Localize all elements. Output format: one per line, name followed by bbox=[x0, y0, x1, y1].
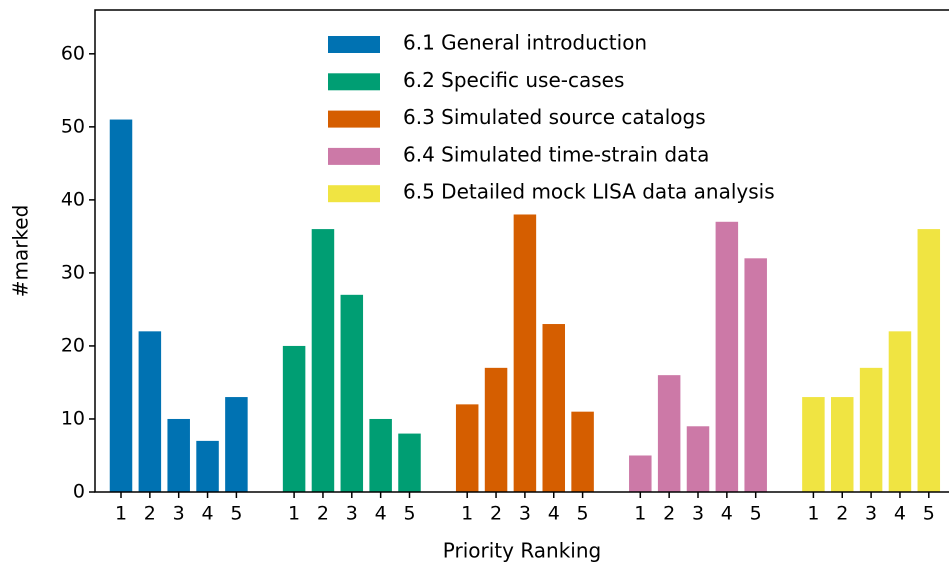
legend-swatch bbox=[328, 73, 380, 91]
y-tick-label: 20 bbox=[61, 334, 85, 356]
legend-label: 6.1 General introduction bbox=[403, 31, 647, 55]
x-tick-label: 1 bbox=[634, 503, 646, 525]
x-tick-label: 4 bbox=[721, 503, 733, 525]
bar bbox=[196, 440, 219, 492]
x-tick-label: 4 bbox=[375, 503, 387, 525]
y-tick-label: 30 bbox=[61, 261, 85, 283]
y-tick-label: 10 bbox=[61, 407, 85, 429]
bar bbox=[225, 397, 248, 492]
x-tick-label: 5 bbox=[403, 503, 415, 525]
legend-swatch bbox=[328, 36, 380, 53]
x-tick-label: 2 bbox=[663, 503, 675, 525]
bar bbox=[369, 418, 392, 492]
x-tick-label: 5 bbox=[230, 503, 242, 525]
x-tick-label: 1 bbox=[115, 503, 127, 525]
x-tick-label: 4 bbox=[548, 503, 560, 525]
bar bbox=[830, 397, 854, 492]
y-tick-label: 40 bbox=[61, 188, 85, 210]
bar bbox=[513, 214, 537, 492]
axes-frame bbox=[94, 9, 949, 493]
bar bbox=[138, 331, 162, 492]
bar bbox=[888, 331, 912, 492]
bar bbox=[917, 229, 941, 492]
x-tick-label: 5 bbox=[750, 503, 762, 525]
legend-label: 6.3 Simulated source catalogs bbox=[403, 105, 706, 129]
bar bbox=[571, 411, 594, 492]
x-tick-label: 2 bbox=[144, 503, 156, 525]
bar bbox=[629, 455, 652, 492]
bar bbox=[282, 345, 306, 492]
x-tick-label: 2 bbox=[317, 503, 329, 525]
bar bbox=[455, 404, 479, 492]
x-tick-label: 3 bbox=[692, 503, 704, 525]
x-tick-label: 3 bbox=[346, 503, 358, 525]
bar bbox=[802, 397, 825, 492]
x-tick-label: 3 bbox=[519, 503, 531, 525]
x-tick-label: 5 bbox=[577, 503, 589, 525]
x-tick-label: 1 bbox=[807, 503, 819, 525]
x-tick-label: 1 bbox=[461, 503, 473, 525]
bar bbox=[340, 294, 364, 492]
y-tick-label: 0 bbox=[73, 481, 85, 503]
x-tick-label: 2 bbox=[490, 503, 502, 525]
bar bbox=[311, 229, 335, 492]
x-tick-label: 4 bbox=[894, 503, 906, 525]
legend-swatch bbox=[328, 110, 380, 128]
x-tick-label: 1 bbox=[288, 503, 300, 525]
y-tick-label: 50 bbox=[61, 115, 85, 137]
legend-swatch bbox=[328, 147, 380, 165]
bar bbox=[744, 258, 767, 492]
legend-label: 6.4 Simulated time-strain data bbox=[403, 142, 709, 166]
y-axis-label: #marked bbox=[9, 205, 33, 298]
y-tick-label: 60 bbox=[61, 42, 85, 64]
x-tick-label: 5 bbox=[923, 503, 935, 525]
x-tick-label: 3 bbox=[865, 503, 877, 525]
x-axis-label: Priority Ranking bbox=[443, 539, 601, 563]
bar bbox=[686, 426, 710, 492]
bar bbox=[484, 367, 508, 492]
x-tick-label: 4 bbox=[202, 503, 214, 525]
bar bbox=[167, 418, 190, 492]
bar bbox=[657, 375, 681, 492]
x-tick-label: 3 bbox=[173, 503, 185, 525]
bar bbox=[859, 367, 883, 492]
legend-label: 6.5 Detailed mock LISA data analysis bbox=[403, 180, 775, 204]
bar bbox=[398, 433, 421, 492]
bar bbox=[109, 119, 133, 492]
bar bbox=[542, 324, 566, 492]
bar bbox=[715, 221, 739, 492]
x-tick-label: 2 bbox=[836, 503, 848, 525]
legend-label: 6.2 Specific use-cases bbox=[403, 68, 624, 92]
legend-swatch bbox=[328, 185, 380, 203]
